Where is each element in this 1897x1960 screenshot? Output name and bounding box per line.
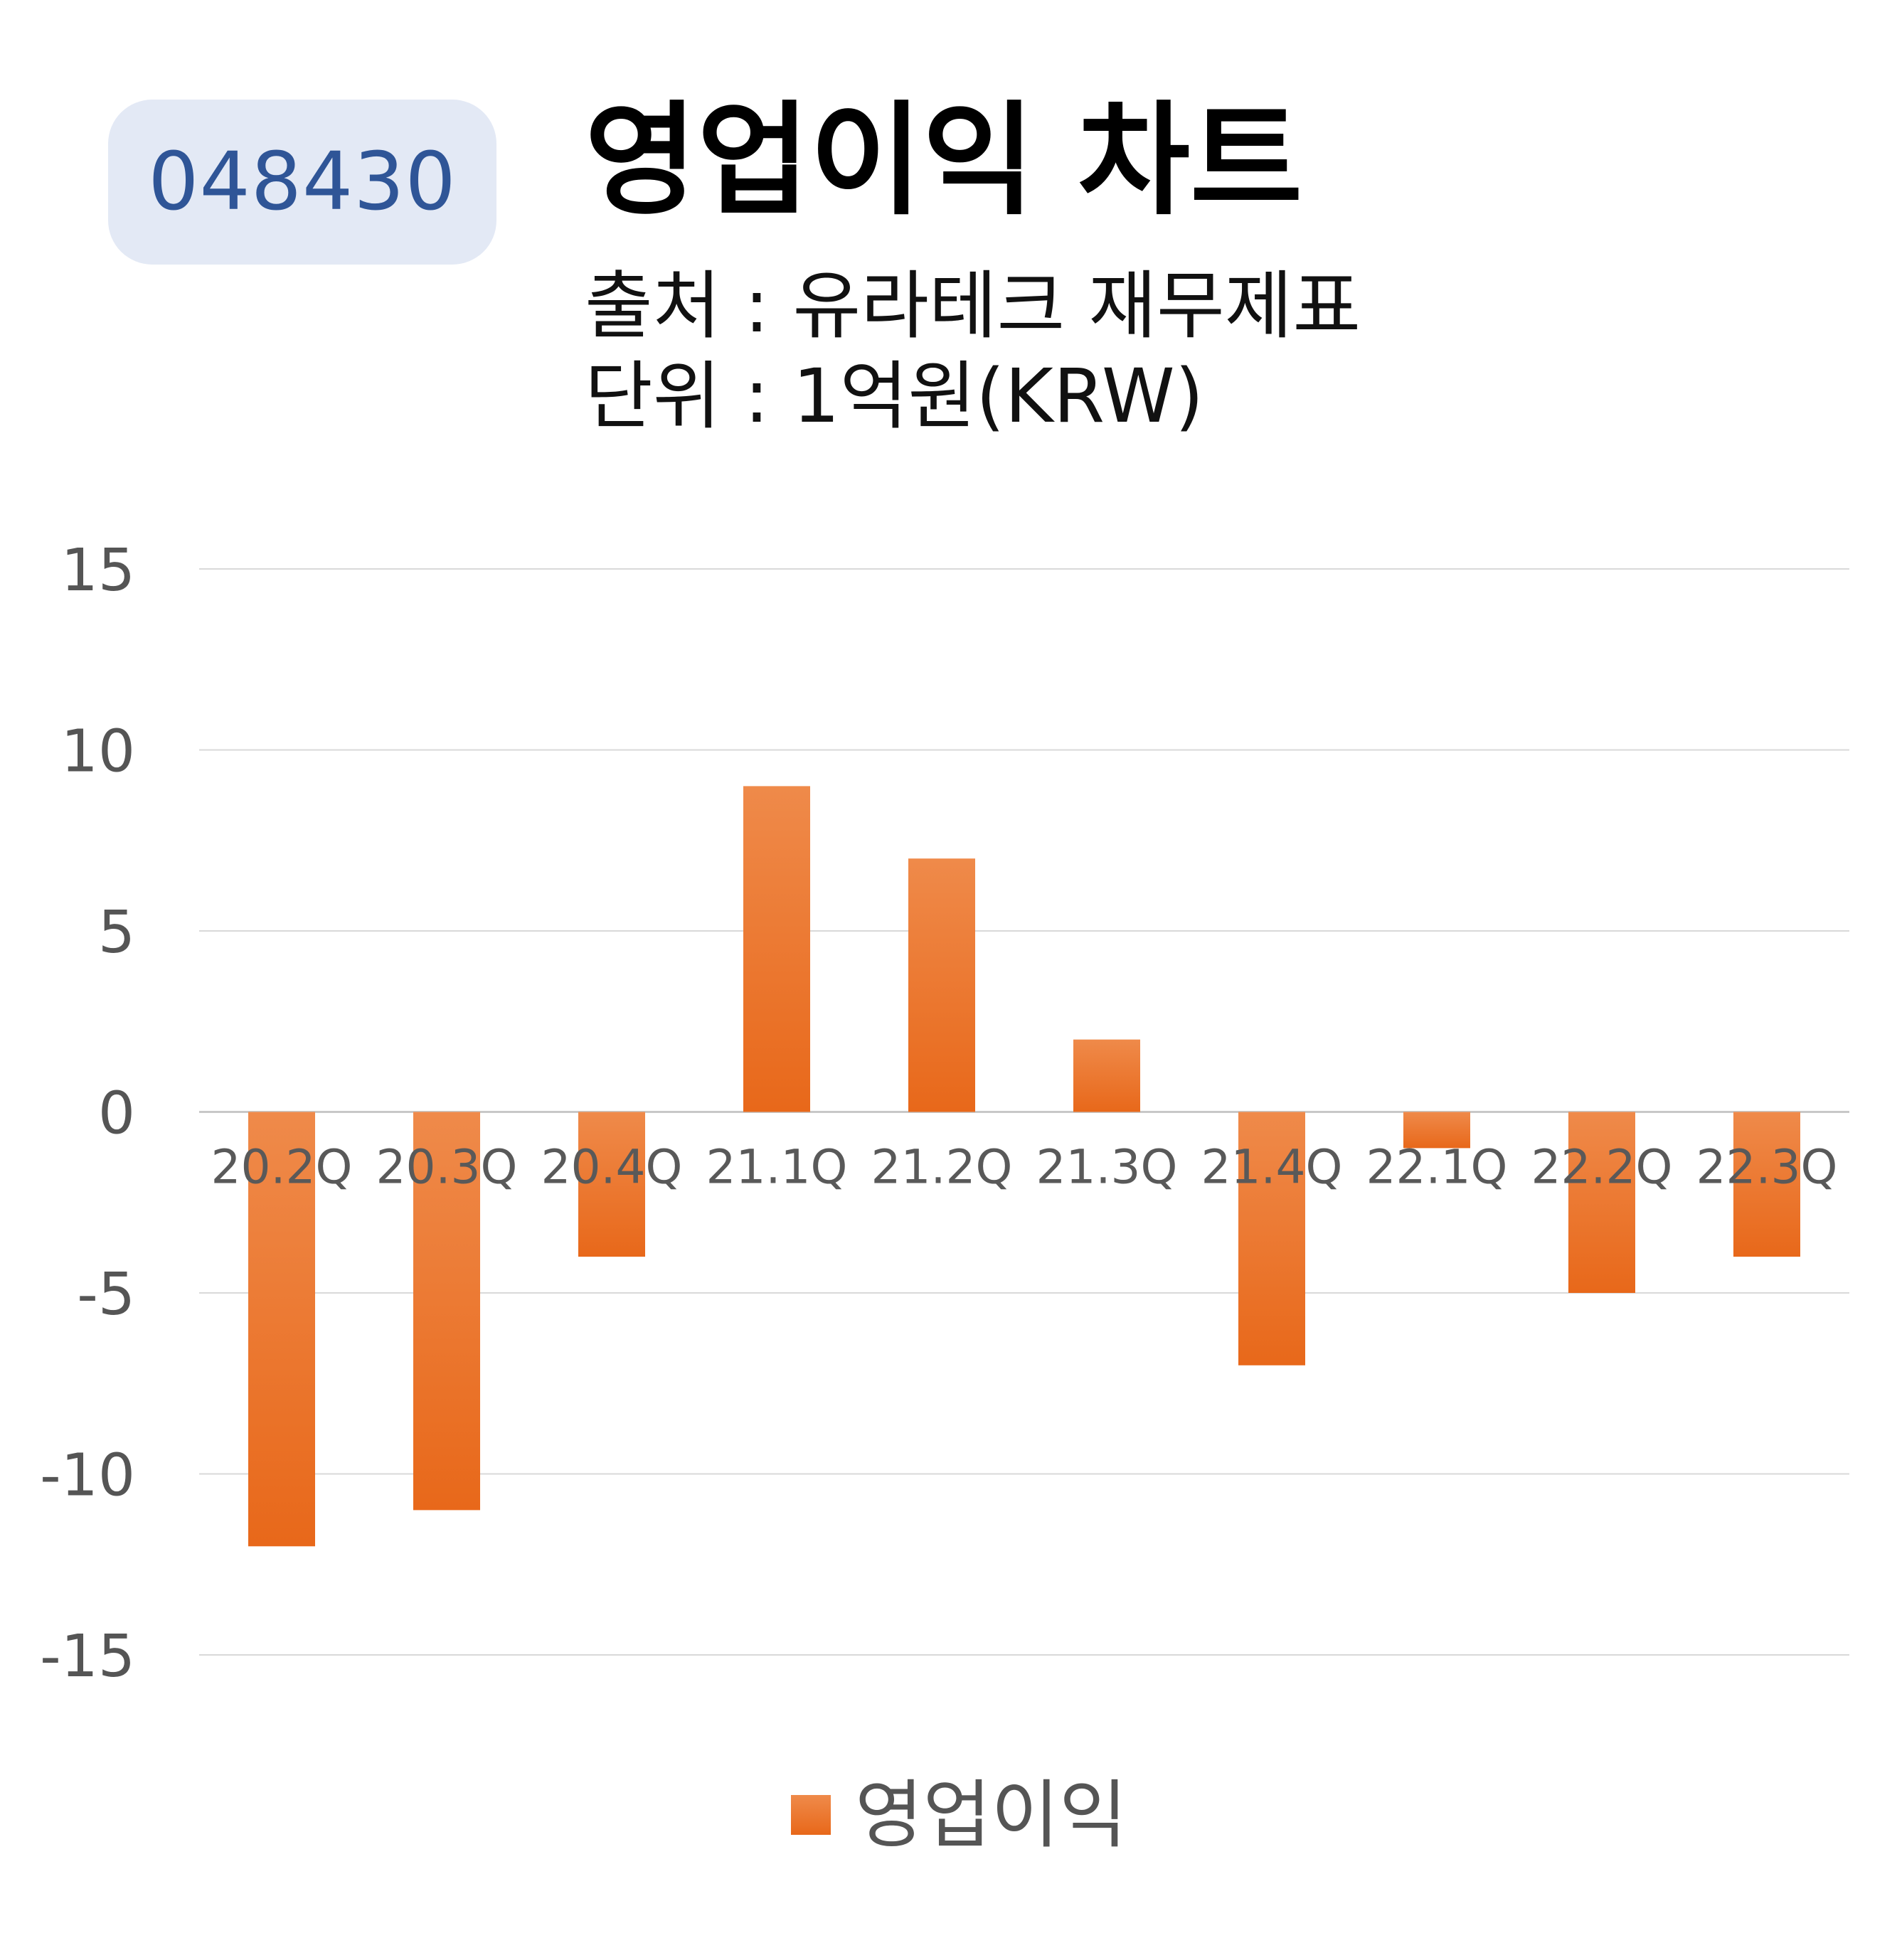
bar-21.4Q (1238, 1112, 1305, 1365)
bar-21.2Q (908, 858, 975, 1112)
x-tick-label: 20.3Q (376, 1140, 518, 1195)
x-tick-label: 22.1Q (1366, 1140, 1508, 1195)
legend: 영업이익 (791, 1778, 1127, 1852)
bar-21.3Q (1073, 1039, 1140, 1112)
x-tick-label: 21.2Q (871, 1140, 1013, 1195)
x-tick-label: 21.4Q (1201, 1140, 1343, 1195)
bar-21.1Q (743, 786, 810, 1112)
legend-swatch (791, 1795, 831, 1835)
unit-text: 단위 : 1억원(KRW) (585, 353, 1204, 440)
y-tick-label: 5 (98, 899, 135, 966)
chart-title: 영업이익 차트 (585, 89, 1303, 232)
x-tick-label: 22.3Q (1696, 1140, 1838, 1195)
x-tick-label: 20.2Q (211, 1140, 353, 1195)
y-tick-label: 0 (98, 1080, 135, 1148)
y-tick-label: -15 (40, 1623, 135, 1690)
stock-code: 048430 (148, 136, 457, 228)
y-tick-label: 15 (61, 537, 135, 604)
source-text: 출처 : 유라테크 재무제표 (585, 262, 1361, 349)
x-tick-label: 21.3Q (1036, 1140, 1178, 1195)
bar-20.4Q (578, 1112, 645, 1257)
bar-20.3Q (413, 1112, 480, 1511)
legend-label: 영업이익 (855, 1772, 1127, 1858)
x-tick-label: 20.4Q (541, 1140, 683, 1195)
x-tick-label: 22.2Q (1531, 1140, 1673, 1195)
bar-22.3Q (1733, 1112, 1800, 1257)
stock-code-badge: 048430 (108, 100, 496, 265)
y-tick-label: -10 (40, 1442, 135, 1510)
bar-20.2Q (248, 1112, 315, 1547)
bar-22.2Q (1568, 1112, 1635, 1293)
y-tick-label: -5 (77, 1261, 135, 1328)
bar-chart: 15 10 5 0 -5 -10 -15 20.2Q 20.3Q 20.4Q 21.1Q 21.2Q 2… (40, 537, 1849, 1690)
y-tick-label: 10 (61, 718, 135, 786)
x-tick-label: 21.1Q (706, 1140, 848, 1195)
bar-22.1Q (1403, 1112, 1470, 1149)
